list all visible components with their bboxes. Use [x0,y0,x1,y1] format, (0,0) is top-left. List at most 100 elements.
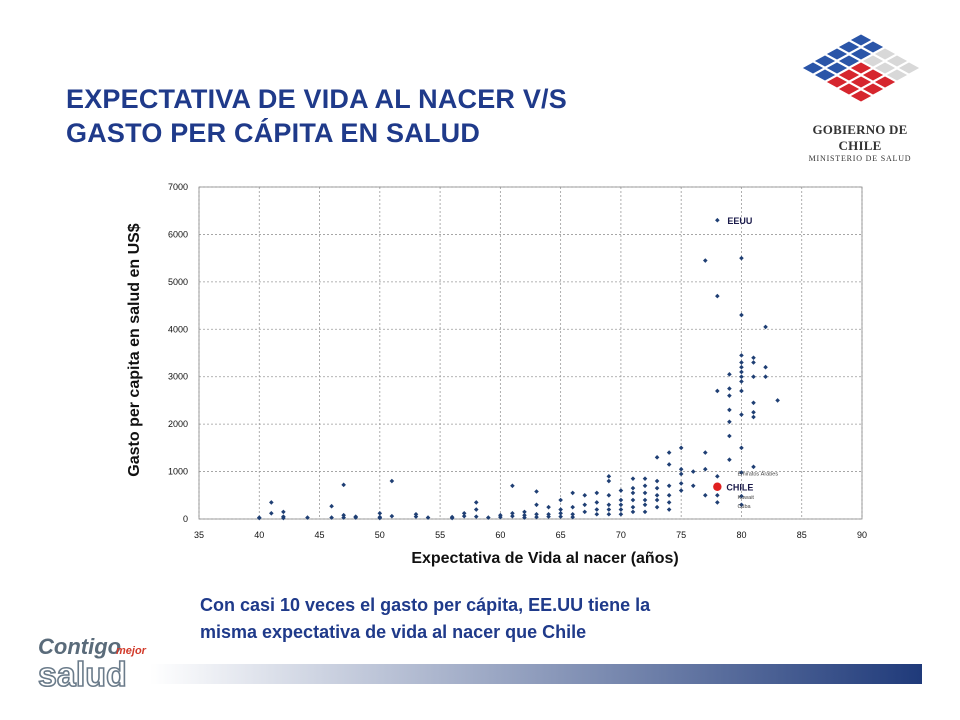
data-point [534,511,539,517]
data-point [690,483,696,489]
data-point [727,419,732,425]
chart-grid [198,186,863,520]
logo-tile [849,89,873,103]
logo-tile [849,47,873,61]
contigo-mejor-salud-logo: Contigo mejor salud [37,634,146,692]
data-point [715,217,720,223]
logo-line1: GOBIERNO DE CHILE [812,122,908,153]
data-point [739,374,744,380]
logo-tile [825,47,849,61]
data-point [739,255,744,261]
data-point [582,492,588,498]
data-point [727,407,732,413]
data-point [727,433,732,439]
y-tick-label: 3000 [168,372,188,382]
data-point [269,500,274,505]
slide-title-line1: EXPECTATIVA DE VIDA AL NACER V/S [66,84,567,114]
data-point [654,497,660,503]
data-point [678,488,684,493]
data-point [341,482,346,488]
data-point [727,372,732,377]
data-point [510,483,515,489]
data-point [606,492,612,498]
chart-axes [198,186,863,520]
data-point [642,509,648,515]
data-point [341,512,346,518]
data-point [654,485,660,491]
data-point [618,488,624,493]
data-point [715,500,720,505]
data-point [739,369,744,375]
data-point [678,466,684,472]
data-point [389,513,395,519]
data-point [751,355,756,361]
x-tick-label: 35 [194,530,204,540]
data-point [715,293,720,299]
data-point [377,515,383,521]
data-point [739,493,744,499]
logo-tile [801,61,825,75]
data-point [582,502,588,508]
plot-frame [198,186,863,520]
data-point [751,409,756,415]
data-point [546,504,551,510]
data-point [618,511,624,517]
caption-line1: Con casi 10 veces el gasto per cápita, E… [200,595,651,615]
logo-tile [885,68,909,82]
data-point [594,507,600,512]
x-tick-label: 55 [435,530,445,540]
brand-word3: salud [38,656,127,692]
slide-title-line2: GASTO PER CÁPITA EN SALUD [66,118,481,148]
data-point [473,514,479,519]
logo-tile [885,54,909,68]
data-point [715,474,720,479]
data-point [715,388,720,394]
data-point [329,515,334,520]
data-point [654,478,660,484]
data-point [546,511,551,517]
data-point [570,514,575,520]
data-point [473,500,479,505]
data-point [630,509,636,515]
data-point [654,504,660,510]
logo-tile [873,61,897,75]
y-tick-label: 1000 [168,467,188,477]
data-point [606,511,612,517]
annotation-label: CHILE [726,483,753,493]
x-tick-label: 65 [556,530,566,540]
logo-tile [825,75,849,89]
data-point [630,485,636,491]
data-point [702,450,708,455]
logo-line2: MINISTERIO DE SALUD [808,154,912,163]
x-axis-label: Expectativa de Vida al nacer (años) [411,550,678,567]
y-tick-label: 7000 [168,182,188,192]
data-point [461,513,467,519]
data-point [763,364,768,370]
data-point [654,455,660,460]
x-tick-label: 50 [375,530,385,540]
data-point [702,492,708,498]
data-point [570,504,575,510]
y-tick-label: 0 [183,514,188,524]
data-point [751,414,756,420]
logo-tile [813,68,837,82]
data-point [558,511,563,516]
logo-tile [849,75,873,89]
data-point [594,511,600,517]
data-point [486,515,491,520]
data-point [413,511,419,517]
chile-highlight-point [713,482,722,491]
data-point [666,500,672,505]
slide-title: EXPECTATIVA DE VIDA AL NACER V/S GASTO P… [66,82,567,150]
data-point [702,258,708,263]
data-point [727,457,732,463]
data-point [630,504,636,510]
data-point [739,470,744,475]
logo-tile [897,61,921,75]
data-point [727,386,732,391]
data-point [775,398,780,403]
annotation-label: EEUU [727,216,752,226]
data-point [618,507,624,512]
data-point [510,511,515,516]
data-point [256,515,262,521]
